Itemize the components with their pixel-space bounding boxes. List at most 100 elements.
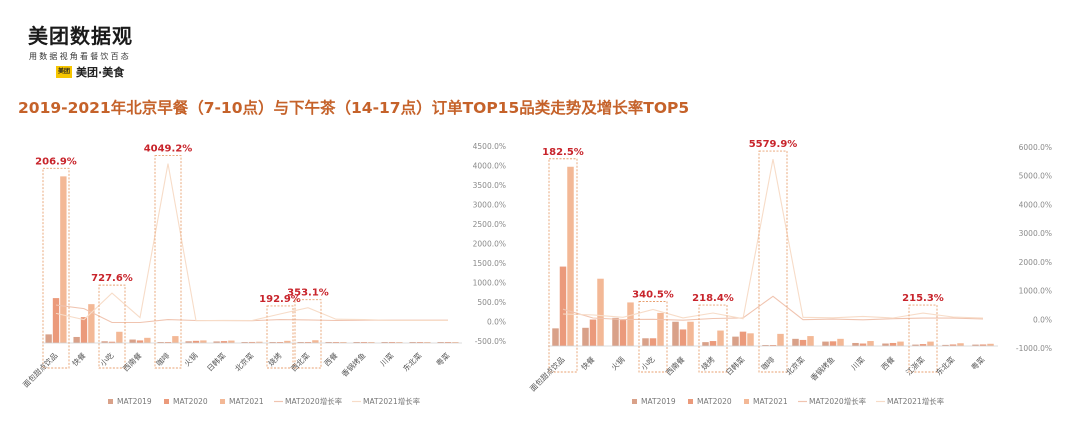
growth-annotation: 340.5% (632, 290, 674, 301)
bar (297, 342, 304, 343)
growth-annotation: 5579.9% (749, 139, 798, 150)
legend-label: MAT2021 (229, 397, 264, 406)
bar (437, 342, 444, 343)
highlight-box (294, 299, 322, 369)
category-label: 快餐 (70, 350, 88, 368)
bar (949, 344, 957, 346)
highlight-box (98, 284, 126, 369)
bar (589, 319, 597, 346)
bar (381, 342, 388, 343)
bar (452, 342, 459, 343)
bar (627, 302, 634, 346)
bar (642, 338, 649, 346)
bar (672, 321, 679, 346)
right-axis-tick-label: 1500.0% (473, 259, 506, 268)
category-label: 北京菜 (232, 350, 255, 373)
category-label: 川菜 (849, 354, 867, 372)
bar (552, 328, 559, 346)
growth-annotation: 727.6% (91, 273, 133, 284)
legend-label: MAT2021增长率 (887, 396, 945, 406)
legend-swatch (220, 399, 225, 404)
bar (164, 342, 172, 343)
right-axis-tick-label: 5000.0% (1019, 172, 1052, 181)
category-label: 江浙菜 (903, 354, 926, 377)
category-label: 小吃 (639, 354, 657, 372)
category-label: 日韩菜 (204, 350, 227, 373)
category-label: 咖啡 (154, 350, 172, 368)
bar (116, 331, 123, 343)
bar (559, 266, 567, 346)
category-label: 西餐 (322, 351, 339, 368)
bar (213, 341, 220, 343)
right-axis-tick-label: 3000.0% (1019, 229, 1052, 238)
bar (444, 342, 452, 343)
bar (852, 342, 859, 346)
bar (979, 344, 987, 346)
bar (619, 320, 627, 346)
bar (52, 298, 60, 343)
bar (368, 342, 375, 343)
bar (396, 342, 403, 343)
category-label: 西南餐 (120, 350, 143, 373)
highlight-box (908, 304, 938, 373)
category-label: 西餐 (879, 355, 896, 372)
bar (927, 341, 934, 346)
bar (829, 341, 837, 346)
bar (649, 338, 657, 346)
category-label: 香锅烤鱼 (808, 354, 837, 383)
legend-label: MAT2020 (173, 397, 208, 406)
bar (717, 330, 724, 346)
highlight-box (42, 167, 70, 369)
bar (241, 342, 248, 343)
growth-rate-line (55, 163, 448, 322)
bar (88, 304, 95, 343)
bar (416, 342, 424, 343)
highlight-box (548, 158, 578, 373)
bar (919, 344, 927, 346)
bar (837, 338, 844, 346)
bar (957, 343, 964, 346)
bar (108, 341, 116, 343)
bar (353, 342, 360, 343)
bar (597, 278, 604, 346)
legend-swatch (632, 399, 637, 404)
right-axis-tick-label: 4000.0% (1019, 200, 1052, 209)
category-label: 面包甜点饮品 (528, 354, 567, 393)
bar (360, 342, 368, 343)
legend-swatch (688, 399, 693, 404)
bar (889, 342, 897, 346)
bar (807, 336, 814, 346)
category-label: 香锅烤鱼 (339, 350, 368, 379)
bar (185, 341, 192, 343)
legend-label: MAT2019 (117, 397, 152, 406)
right-axis-tick-label: 0.0% (1033, 315, 1052, 324)
category-label: 川菜 (378, 350, 396, 368)
bar (942, 344, 949, 346)
highlight-box (266, 305, 294, 369)
bar (582, 327, 589, 346)
bar (192, 340, 200, 343)
bar (867, 341, 874, 346)
growth-annotation: 218.4% (692, 293, 734, 304)
bar (60, 176, 67, 343)
bar (332, 342, 340, 343)
right-axis-tick-label: -1000.0% (1016, 344, 1052, 353)
bar (679, 329, 687, 346)
bar (859, 343, 867, 346)
bar (304, 342, 312, 343)
bar (792, 338, 799, 346)
page-title: 2019-2021年北京早餐（7-10点）与下午茶（14-17点）订单TOP15… (18, 99, 690, 117)
bar (747, 333, 754, 346)
category-label: 西北菜 (288, 350, 311, 373)
brand-sub-text: 美团·美食 (76, 66, 125, 79)
growth-annotation: 182.5% (542, 147, 584, 158)
category-label: 快餐 (579, 354, 597, 372)
growth-rate-line (562, 158, 984, 320)
right-axis-tick-label: -500.0% (475, 337, 506, 346)
category-label: 东北菜 (400, 350, 423, 373)
brand-name: 美团数据观 (28, 24, 133, 48)
legend-label: MAT2020 (697, 397, 732, 406)
bar (657, 312, 664, 346)
bar (248, 341, 256, 343)
